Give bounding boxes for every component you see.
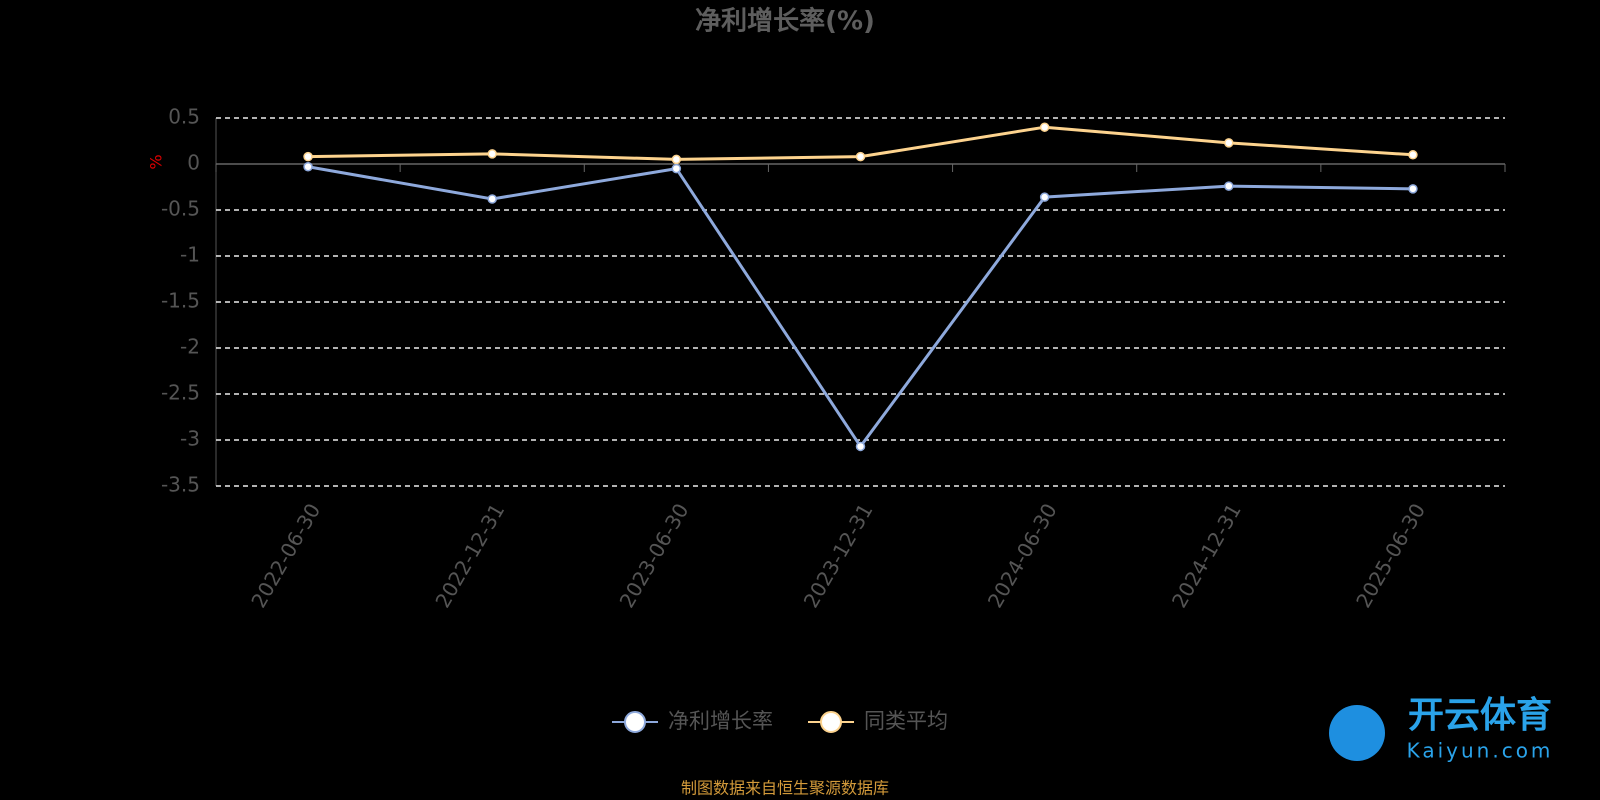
legend-item: 净利增长率 [612,709,773,733]
x-tick-label: 2022-12-31 [430,499,509,612]
data-point [1039,122,1050,132]
y-tick-label: -0.5 [161,197,200,221]
x-tick-label: 2024-12-31 [1167,499,1246,612]
data-point [1408,184,1418,194]
data-point [1408,150,1418,160]
data-point [671,163,682,174]
watermark-brand: 开云体育 [1408,695,1552,736]
x-tick-label: 2023-12-31 [799,499,878,612]
legend-label: 同类平均 [864,709,948,733]
y-tick-label: -1 [180,243,200,267]
y-tick-label: 0 [187,151,200,175]
y-axis-label: % [147,154,166,169]
data-point [671,154,682,165]
data-point [303,151,313,162]
legend-marker [820,711,842,733]
chart-title: 净利增长率(%) [695,6,875,37]
data-point [487,149,497,159]
data-point [487,194,497,204]
data-point [303,162,313,172]
watermark-logo [1329,705,1385,761]
y-tick-label: -2 [180,335,200,359]
y-tick-label: 0.5 [168,105,200,129]
y-tick-label: -3 [180,427,200,451]
data-point [1224,181,1234,191]
watermark: 开云体育 Kaiyun.com [1329,695,1554,763]
legend-label: 净利增长率 [668,709,773,733]
data-point [1039,192,1050,202]
y-tick-label: -3.5 [161,473,200,497]
footer: 制图数据来自恒生聚源数据库 [681,779,889,798]
series-line [307,165,1413,450]
legend-item: 同类平均 [808,709,948,733]
x-tick-label: 2025-06-30 [1351,499,1430,612]
x-tick-label: 2022-06-30 [246,499,325,612]
watermark-site: Kaiyun.com [1407,739,1554,763]
y-tick-label: -2.5 [161,381,200,405]
legend-marker [624,711,646,733]
x-tick-label: 2023-06-30 [615,499,694,612]
x-tick-label: 2024-06-30 [983,499,1062,612]
data-point [855,151,866,162]
y-tick-label: -1.5 [161,289,200,313]
data-point [1224,138,1234,148]
data-point [855,441,866,452]
